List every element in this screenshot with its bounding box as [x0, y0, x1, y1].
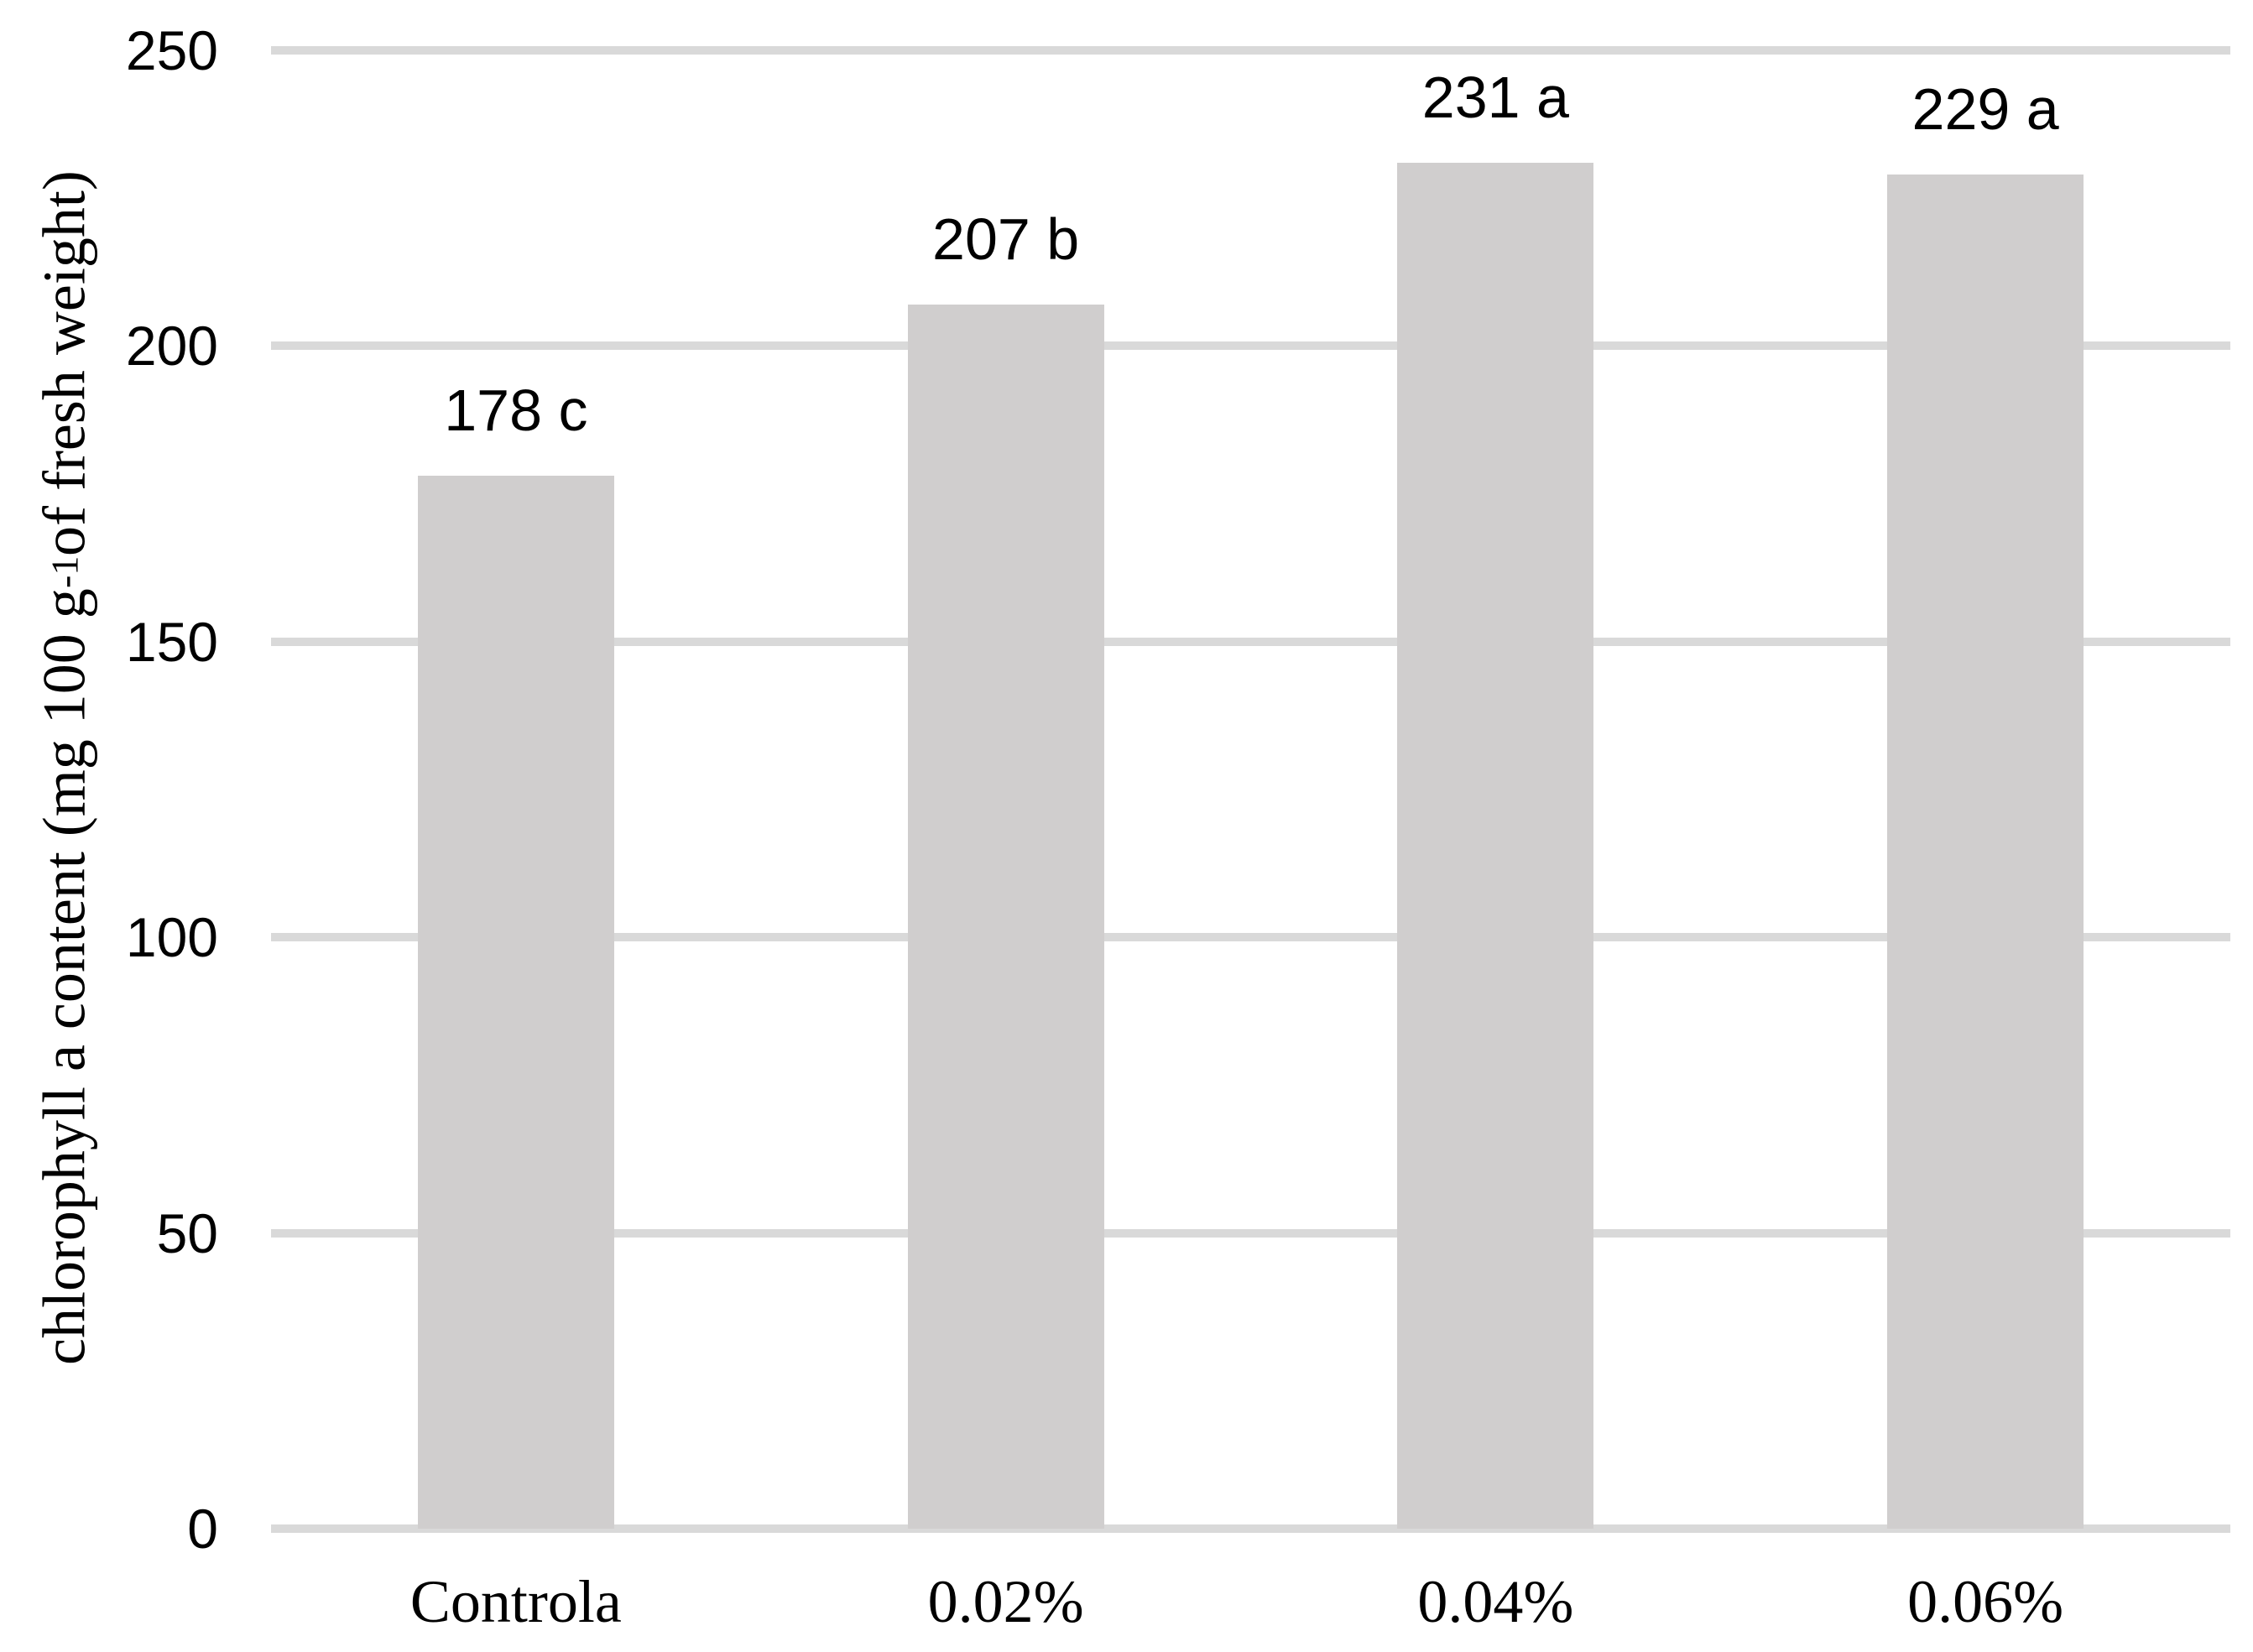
- gridline-0: [271, 1524, 2230, 1533]
- bar-value-label-0-04: 231 a: [1421, 64, 1569, 130]
- superscript-exponent: -1: [43, 555, 86, 589]
- y-tick-label-50: 50: [156, 1201, 218, 1264]
- y-tick-label-250: 250: [125, 19, 218, 81]
- bar-value-label-controla: 178 c: [444, 378, 588, 444]
- bar-controla: [417, 476, 614, 1529]
- bar-value-label-0-06: 229 a: [1911, 76, 2059, 142]
- y-tick-label-0: 0: [187, 1498, 218, 1560]
- x-axis-label-0-06: 0.06%: [1907, 1568, 2064, 1635]
- gridline-100: [271, 933, 2230, 942]
- y-tick-label-150: 150: [125, 610, 218, 673]
- bar-0-04: [1397, 162, 1594, 1529]
- gridline-200: [271, 341, 2230, 351]
- bar-value-label-0-02: 207 b: [932, 206, 1080, 273]
- bar-0-02: [907, 305, 1104, 1529]
- bar-0-06: [1887, 175, 2084, 1529]
- x-axis-label-controla: Controla: [409, 1568, 622, 1635]
- y-tick-label-100: 100: [125, 906, 218, 969]
- gridline-250: [271, 46, 2230, 55]
- x-axis-label-0-04: 0.04%: [1417, 1568, 1574, 1635]
- y-tick-label-200: 200: [125, 315, 218, 378]
- x-axis-label-0-02: 0.02%: [927, 1568, 1084, 1635]
- gridline-50: [271, 1228, 2230, 1238]
- gridline-150: [271, 637, 2230, 646]
